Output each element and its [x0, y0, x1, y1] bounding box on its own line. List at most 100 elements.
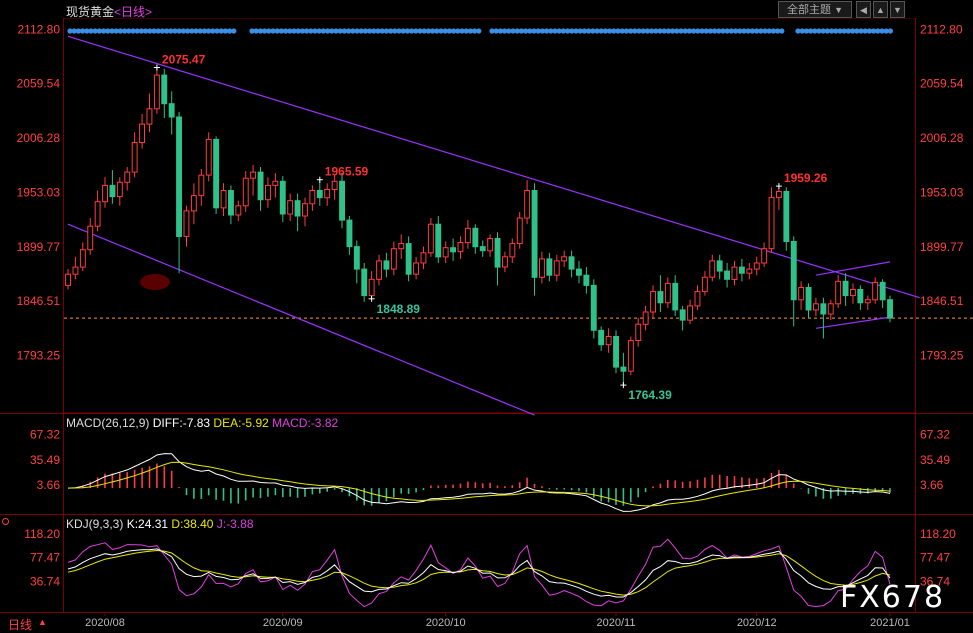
price-tick-label: 2059.54	[920, 77, 964, 91]
event-dot	[96, 28, 102, 34]
candle-body	[835, 280, 842, 305]
event-dot	[858, 28, 864, 34]
kdj-d-value: 38.40	[183, 517, 214, 531]
event-dot	[109, 28, 115, 34]
event-dot	[816, 28, 822, 34]
event-dot	[375, 28, 381, 34]
event-dot	[308, 28, 314, 34]
event-dot	[126, 28, 132, 34]
event-dot	[795, 28, 801, 34]
event-dot	[257, 28, 263, 34]
price-tick-label: 1899.77	[920, 240, 964, 254]
macd-tick-label: 67.32	[920, 428, 950, 442]
event-dot	[565, 28, 571, 34]
trend-line	[67, 223, 535, 416]
price-tick-label: 2112.80	[920, 22, 963, 36]
event-dot	[854, 28, 860, 34]
kdj-tick-label: 36.74	[920, 575, 950, 589]
candle-body	[435, 223, 442, 258]
candle-body	[168, 103, 175, 118]
candle-body	[353, 246, 360, 270]
event-dot	[871, 28, 877, 34]
event-dot	[548, 28, 554, 34]
event-dot	[346, 28, 352, 34]
candle-body	[131, 142, 138, 173]
period-tab[interactable]: 日线 ▲	[0, 615, 60, 632]
event-dot	[201, 28, 207, 34]
event-dot	[493, 28, 499, 34]
theme-select[interactable]: 全部主题 ▼	[778, 1, 852, 18]
event-dot	[820, 28, 826, 34]
event-dot	[670, 28, 676, 34]
candle-body	[87, 225, 94, 251]
candle-body	[472, 227, 479, 248]
kdj-j-line	[67, 538, 891, 608]
candle-body	[324, 189, 331, 199]
event-dot	[862, 28, 868, 34]
macd-dea-label: DEA:	[213, 416, 242, 430]
event-dot	[615, 28, 621, 34]
event-dot	[295, 28, 301, 34]
date-tick-label: 2020/11	[597, 617, 636, 629]
event-dot	[266, 28, 272, 34]
candle-body	[309, 190, 316, 205]
candle-body	[694, 291, 701, 307]
event-dot	[514, 28, 520, 34]
macd-tick-label: 35.49	[30, 453, 60, 467]
kdj-tick-label: 36.74	[30, 575, 60, 589]
candle-body	[79, 249, 86, 268]
event-dot	[425, 28, 431, 34]
price-tick-label: 1846.51	[17, 294, 61, 308]
candle-body	[731, 266, 738, 280]
event-dot	[222, 28, 228, 34]
candle-body	[65, 273, 71, 286]
candle-body	[642, 311, 649, 325]
event-dot	[446, 28, 452, 34]
macd-tick-label: 3.66	[920, 478, 944, 492]
candle-body	[279, 180, 286, 215]
candle-body	[679, 309, 686, 321]
event-dot	[628, 28, 634, 34]
candle-body	[576, 268, 582, 276]
candle-body	[761, 248, 768, 264]
candle-body	[302, 203, 308, 217]
event-dot	[92, 28, 98, 34]
event-dot	[544, 28, 550, 34]
event-dot	[227, 28, 233, 34]
event-dot	[430, 28, 436, 34]
candle-body	[413, 262, 420, 275]
candle-body	[790, 241, 797, 301]
candle-body	[72, 266, 79, 275]
event-dot	[799, 28, 805, 34]
event-dot	[101, 28, 107, 34]
event-dot	[733, 28, 739, 34]
event-dot	[367, 28, 373, 34]
candle-body	[250, 171, 257, 179]
kdj-tick-label: 118.20	[24, 527, 60, 541]
candle-body	[820, 303, 827, 315]
event-dot	[467, 28, 473, 34]
candle-body	[590, 284, 597, 331]
event-dot	[762, 28, 768, 34]
scroll-up-button[interactable]: ▲	[873, 1, 888, 18]
candle-body	[842, 280, 849, 297]
trend-line	[67, 35, 920, 299]
prev-button[interactable]: ◀	[856, 1, 871, 18]
event-dot	[569, 28, 575, 34]
candle-body	[724, 270, 730, 280]
event-dot	[489, 28, 495, 34]
macd-diff-label: DIFF:	[152, 416, 183, 430]
event-dot	[358, 28, 364, 34]
macd-dea-value: -5.92	[241, 416, 269, 430]
event-dot	[299, 28, 305, 34]
event-dot	[887, 28, 894, 34]
event-dot	[812, 28, 818, 34]
period-selector[interactable]: <日线>	[114, 5, 153, 19]
candle-body	[753, 262, 760, 270]
price-tick-label: 2006.28	[920, 131, 964, 145]
date-tick-label: 2020/12	[737, 617, 777, 629]
scroll-down-button[interactable]: ▼	[890, 1, 905, 18]
date-tick-label: 2020/08	[85, 617, 125, 629]
event-dot	[745, 28, 751, 34]
